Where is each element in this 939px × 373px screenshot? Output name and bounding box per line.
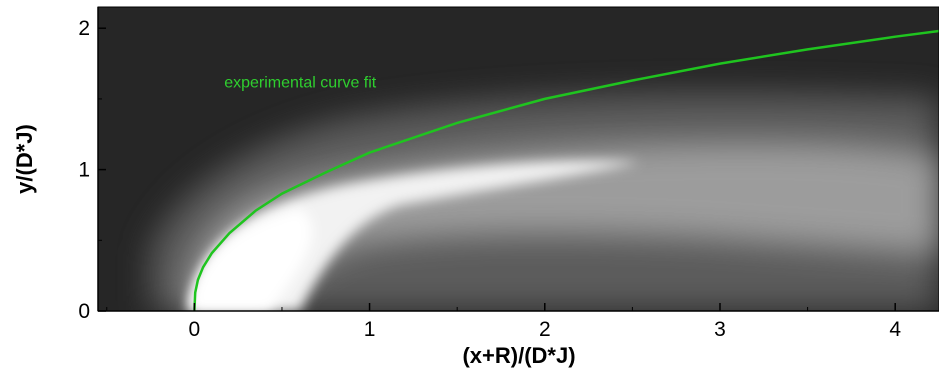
x-tick-label: 1 [364, 318, 376, 341]
contour-core [190, 160, 640, 311]
x-axis-title: (x+R)/(D*J) [462, 343, 575, 368]
experimental-curve-fit-line [193, 29, 939, 311]
y-tick-label: 1 [78, 159, 90, 182]
y-tick-label: 2 [78, 17, 90, 40]
plot-area: experimental curve fit [98, 7, 939, 311]
contour-field [150, 92, 939, 311]
x-tick-label: 3 [714, 318, 726, 341]
x-tick-label: 2 [539, 318, 551, 341]
y-axis-ticks: 0 1 2 [78, 17, 106, 323]
x-tick-label: 0 [189, 318, 201, 341]
contour-potential-core [190, 208, 313, 311]
y-axis-title: y/(D*J) [12, 124, 37, 194]
y-tick-label: 0 [78, 300, 90, 323]
x-tick-label: 4 [889, 318, 901, 341]
x-axis-ticks: 0 1 2 3 4 [106, 303, 901, 341]
curve-annotation: experimental curve fit [224, 75, 377, 92]
